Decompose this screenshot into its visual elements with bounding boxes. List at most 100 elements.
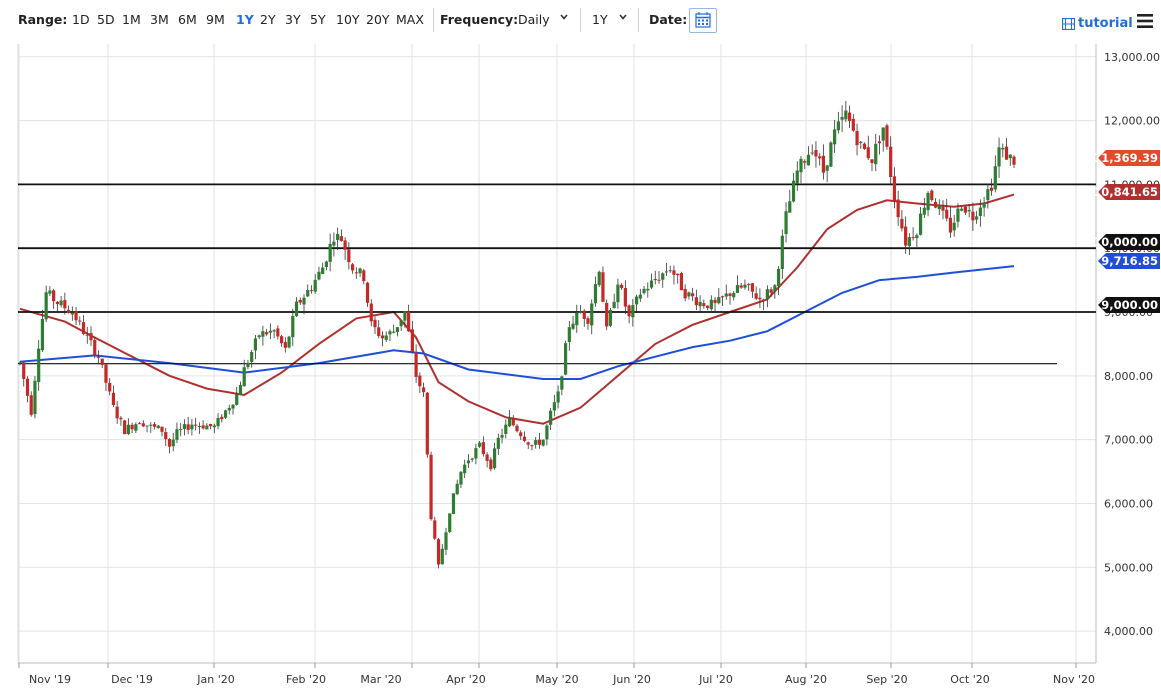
candle-body [818,156,822,159]
candle-body [25,378,30,396]
candle-body [773,285,777,292]
candle-body [534,440,538,445]
x-tick-label: Jul '20 [698,673,733,686]
candle-body [149,424,153,426]
range-button-max[interactable]: MAX [396,12,424,27]
candle-body [907,237,911,247]
candle-body [104,364,108,383]
range-button-1d[interactable]: 1D [72,12,90,27]
candle-body [892,176,897,201]
value-flag-label: 10,841.65 [1093,185,1158,199]
range-button-6m[interactable]: 6M [178,12,197,27]
range-button-10y[interactable]: 10Y [336,12,360,27]
candle-body [967,209,971,212]
divider [638,8,639,32]
candle-body [642,288,646,294]
range-button-2y[interactable]: 2Y [260,12,276,27]
range-button-3y[interactable]: 3Y [285,12,301,27]
candle-body [833,129,837,145]
x-tick-label: Dec '19 [111,673,153,686]
candle-body [836,121,840,131]
tutorial-link[interactable]: tutorial [1078,16,1133,31]
period-select[interactable]: 1Y [592,12,608,27]
candle-body [664,271,669,273]
candle-body [945,209,949,219]
y-tick-label: 5,000.00 [1104,561,1153,574]
candle-body [653,279,657,281]
candle-body [347,249,351,263]
frequency-select[interactable]: Daily [518,12,550,27]
candle-body [597,271,601,286]
toolbar: Range: 1D 5D 1M 3M 6M 9M 1Y 2Y 3Y 5Y 10Y 20Y MAX Fre… [0,0,1161,40]
candle-body [182,424,187,429]
x-tick-label: May '20 [535,673,578,686]
candle-body [407,311,411,332]
range-button-1y[interactable]: 1Y [236,12,254,27]
candlestick-series [18,100,1016,569]
range-button-1m[interactable]: 1M [122,12,141,27]
candle-body [859,141,863,143]
range-button-20y[interactable]: 20Y [366,12,390,27]
y-tick-label: 8,000.00 [1104,370,1153,383]
candle-body [560,376,564,390]
chevron-down-icon[interactable] [619,13,627,21]
candle-body [791,180,796,202]
candle-body [115,406,119,419]
candle-body [208,424,213,427]
candle-body [433,520,437,539]
candle-body [429,454,433,520]
candle-body [754,293,758,299]
candle-body [298,299,302,303]
candle-body [747,284,751,286]
candle-body [395,327,400,333]
candle-body [623,288,627,307]
candle-body [627,305,631,317]
candle-body [646,288,650,291]
value-flag [1098,150,1160,166]
candle-body [810,152,814,154]
range-button-5y[interactable]: 5Y [310,12,326,27]
y-tick-label: 7,000.00 [1104,434,1153,447]
range-button-9m[interactable]: 9M [206,12,225,27]
candle-body [541,439,545,446]
candle-body [571,323,575,329]
range-button-5d[interactable]: 5D [97,12,115,27]
candle-body [993,166,997,190]
candle-body [709,299,713,309]
candle-body [175,429,179,440]
film-icon[interactable] [1062,18,1075,30]
candle-body [89,333,93,341]
candle-body [59,300,63,306]
candle-body [616,284,620,303]
candle-body [900,218,904,229]
candle-body [687,292,691,297]
candle-body [29,395,33,415]
y-tick-label: 13,000.00 [1104,51,1160,64]
candle-body [167,439,172,447]
range-button-3m[interactable]: 3M [150,12,169,27]
candle-body [750,283,755,292]
candle-body [904,226,908,246]
candle-body [52,290,56,302]
date-picker-button[interactable] [689,8,717,33]
candle-body [672,270,676,275]
candle-body [399,320,403,327]
candle-body [578,311,583,313]
hamburger-menu-icon[interactable] [1137,14,1153,28]
candle-body [197,425,201,427]
value-flag-label: 9,716.85 [1101,254,1158,268]
candle-body [194,424,198,426]
candle-body [556,391,560,403]
candle-body [250,351,254,363]
candle-body [694,297,698,306]
candle-body [306,289,310,297]
candle-body [668,270,672,272]
candle-body [877,141,882,144]
candle-body [922,207,926,215]
candle-body [466,460,471,464]
candle-body [384,335,388,340]
candle-body [309,290,314,292]
chevron-down-icon[interactable] [560,13,568,21]
candle-body [762,299,766,301]
